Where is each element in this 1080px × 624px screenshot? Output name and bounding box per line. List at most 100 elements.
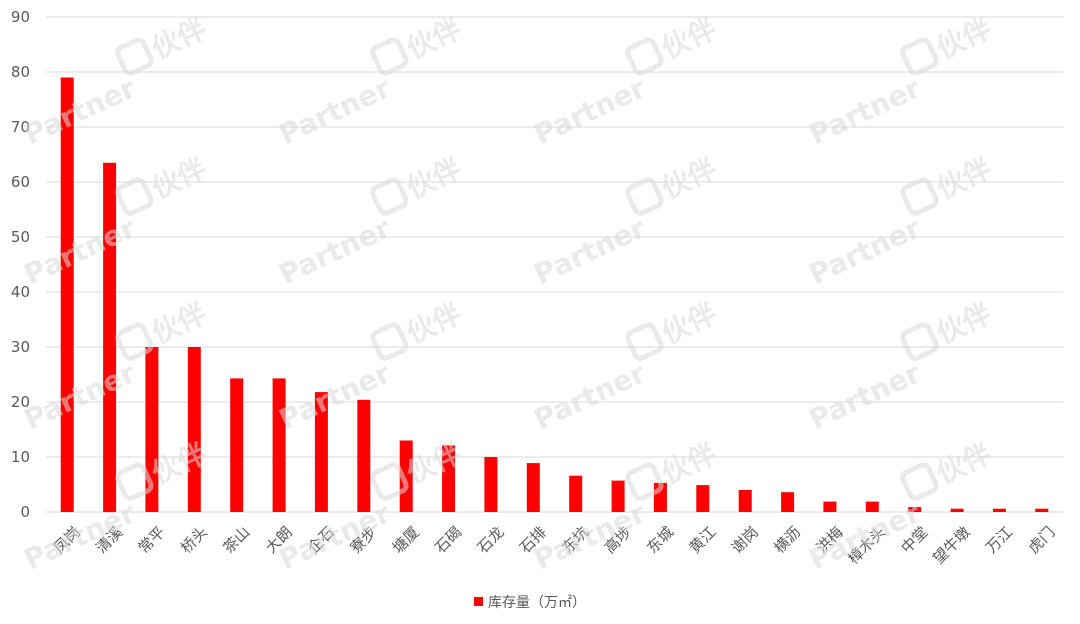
- y-tick-label: 70: [11, 118, 30, 136]
- bar-6: [314, 392, 328, 512]
- bars: [60, 77, 1049, 513]
- x-category-label: 万江: [982, 523, 1016, 557]
- bar-18: [823, 501, 837, 512]
- bar-7: [357, 399, 371, 512]
- watermark-logo-icon: [900, 177, 939, 216]
- y-tick-label: 60: [11, 173, 30, 191]
- y-tick-label: 40: [11, 283, 30, 301]
- watermark-latin: Partner: [274, 211, 396, 291]
- bar-1: [103, 162, 117, 513]
- bar-0: [60, 77, 74, 512]
- x-category-label: 石龙: [474, 523, 508, 557]
- bar-4: [230, 378, 244, 512]
- bar-3: [187, 347, 201, 512]
- watermark-logo-icon: [115, 322, 154, 361]
- bar-8: [399, 440, 413, 512]
- gridlines: [46, 16, 1063, 513]
- watermark-latin: Partner: [274, 71, 396, 151]
- watermark-cjk: 伙伴: [147, 152, 212, 206]
- watermark-logo-icon: [900, 37, 939, 76]
- watermark-latin: Partner: [529, 71, 651, 151]
- watermark-cjk: 伙伴: [657, 297, 722, 351]
- watermark-cjk: 伙伴: [932, 12, 997, 66]
- bar-15: [696, 485, 710, 512]
- x-category-label: 望牛墩: [929, 523, 974, 568]
- y-tick-label: 20: [11, 393, 30, 411]
- bar-22: [992, 508, 1006, 512]
- watermark-logo-icon: [115, 462, 154, 501]
- watermark-latin: Partner: [19, 356, 141, 436]
- watermark-logo-icon: [370, 37, 409, 76]
- watermark-cjk: 伙伴: [147, 12, 212, 66]
- watermark-cjk: 伙伴: [147, 297, 212, 351]
- watermark-latin: Partner: [529, 211, 651, 291]
- bar-5: [272, 378, 286, 512]
- watermark-cjk: 伙伴: [402, 12, 467, 66]
- y-tick-label: 80: [11, 63, 30, 81]
- watermark-latin: Partner: [804, 71, 926, 151]
- watermark-logo-icon: [370, 322, 409, 361]
- watermark-logo-icon: [900, 462, 939, 501]
- watermark-cjk: 伙伴: [932, 152, 997, 206]
- bar-9: [442, 445, 456, 512]
- y-tick-label: 50: [11, 228, 30, 246]
- watermark-cjk: 伙伴: [657, 12, 722, 66]
- bar-21: [950, 508, 964, 512]
- x-category-label: 谢岗: [728, 523, 762, 557]
- x-category-label: 黄江: [686, 523, 720, 557]
- watermark-cjk: 伙伴: [402, 297, 467, 351]
- watermark-logo-icon: [370, 462, 409, 501]
- y-axis-tick-labels: 0 10 20 30 40 50 60 70 80 90: [11, 8, 30, 521]
- bar-13: [611, 480, 625, 512]
- bar-17: [781, 492, 795, 512]
- bar-11: [526, 463, 540, 512]
- watermark-latin: Partner: [529, 356, 651, 436]
- y-tick-label: 10: [11, 448, 30, 466]
- x-category-label: 常平: [135, 523, 169, 557]
- x-category-label: 茶山: [219, 523, 253, 557]
- x-category-label: 桥头: [177, 523, 211, 557]
- watermark-cjk: 伙伴: [402, 152, 467, 206]
- bar-23: [1035, 508, 1049, 512]
- watermark-logo-icon: [625, 462, 664, 501]
- watermark-latin: Partner: [804, 211, 926, 291]
- bar-10: [484, 457, 498, 512]
- x-category-label: 虎门: [1025, 523, 1059, 557]
- watermark-logo-icon: [625, 322, 664, 361]
- y-tick-label: 0: [20, 503, 30, 521]
- bar-16: [738, 490, 752, 512]
- watermark: Partner伙伴Partner伙伴Partner伙伴Partner伙伴Part…: [19, 12, 997, 577]
- watermark-latin: Partner: [274, 356, 396, 436]
- bar-20: [908, 507, 922, 512]
- watermark-cjk: 伙伴: [932, 437, 997, 491]
- watermark-logo-icon: [625, 177, 664, 216]
- watermark-cjk: 伙伴: [657, 152, 722, 206]
- watermark-logo-icon: [115, 177, 154, 216]
- watermark-logo-icon: [115, 37, 154, 76]
- x-category-label: 横沥: [770, 523, 804, 557]
- legend-label: 库存量（万㎡）: [488, 595, 586, 611]
- y-tick-label: 30: [11, 338, 30, 356]
- x-category-label: 石碣: [431, 523, 465, 557]
- watermark-latin: Partner: [19, 71, 141, 151]
- watermark-logo-icon: [625, 37, 664, 76]
- x-category-label: 塘厦: [389, 523, 423, 557]
- watermark-latin: Partner: [19, 211, 141, 291]
- x-category-label: 东城: [643, 523, 677, 557]
- legend-swatch: [474, 597, 483, 606]
- bar-12: [569, 475, 583, 512]
- watermark-latin: Partner: [804, 356, 926, 436]
- bar-2: [145, 347, 159, 512]
- watermark-cjk: 伙伴: [657, 437, 722, 491]
- bar-19: [865, 501, 879, 512]
- y-tick-label: 90: [11, 8, 30, 26]
